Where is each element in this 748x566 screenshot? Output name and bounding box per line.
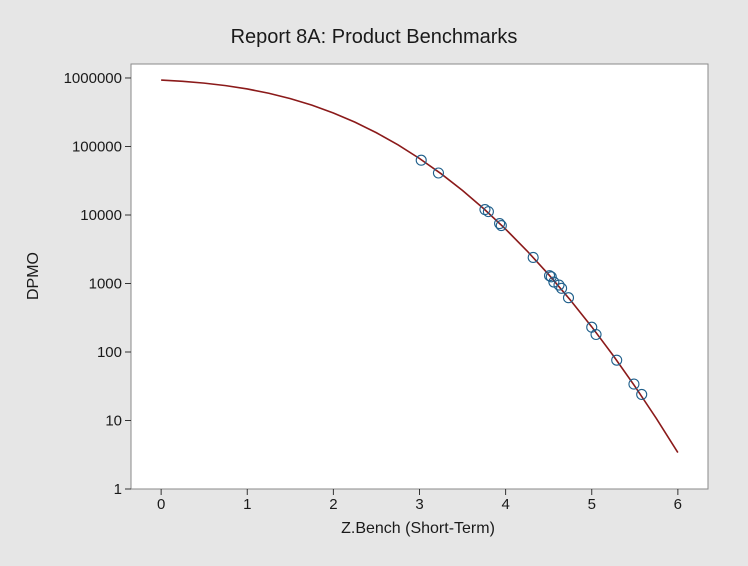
data-point <box>553 279 565 291</box>
fitted-curve-line <box>161 79 679 454</box>
data-point <box>415 154 427 166</box>
x-axis: 0 1 2 3 4 5 6 <box>157 489 682 513</box>
x-axis-title: Z.Bench (Short-Term) <box>341 520 495 537</box>
x-tick-label: 6 <box>674 496 682 513</box>
data-point <box>611 354 623 366</box>
data-point <box>556 282 568 294</box>
data-point <box>545 271 557 283</box>
series-layer <box>161 79 679 454</box>
data-point <box>628 378 640 390</box>
data-point <box>527 251 539 264</box>
y-axis: 1 10 100 1000 10000 100000 1000000 <box>64 70 131 498</box>
y-tick-label: 10 <box>105 412 122 429</box>
x-tick-label: 4 <box>501 496 509 513</box>
data-point <box>494 218 506 230</box>
y-tick-label: 1000 <box>89 275 122 292</box>
chart-title: Report 8A: Product Benchmarks <box>231 26 518 48</box>
y-tick-label: 100 <box>97 344 122 361</box>
data-point <box>495 220 507 232</box>
x-tick-label: 0 <box>157 496 165 513</box>
y-tick-label: 100000 <box>72 138 122 155</box>
y-axis-title: DPMO <box>25 252 42 300</box>
y-tick-label: 1 <box>114 481 122 498</box>
y-tick-label: 1000000 <box>64 70 122 87</box>
data-point <box>562 292 575 304</box>
data-point <box>482 206 494 218</box>
data-point <box>636 388 648 401</box>
x-tick-label: 2 <box>329 496 337 513</box>
x-tick-label: 5 <box>588 496 596 513</box>
y-tick-label: 10000 <box>80 207 122 224</box>
data-point <box>590 328 602 341</box>
plot-area <box>130 63 709 490</box>
x-tick-label: 1 <box>243 496 251 513</box>
x-tick-label: 3 <box>415 496 423 513</box>
data-point <box>432 167 445 179</box>
